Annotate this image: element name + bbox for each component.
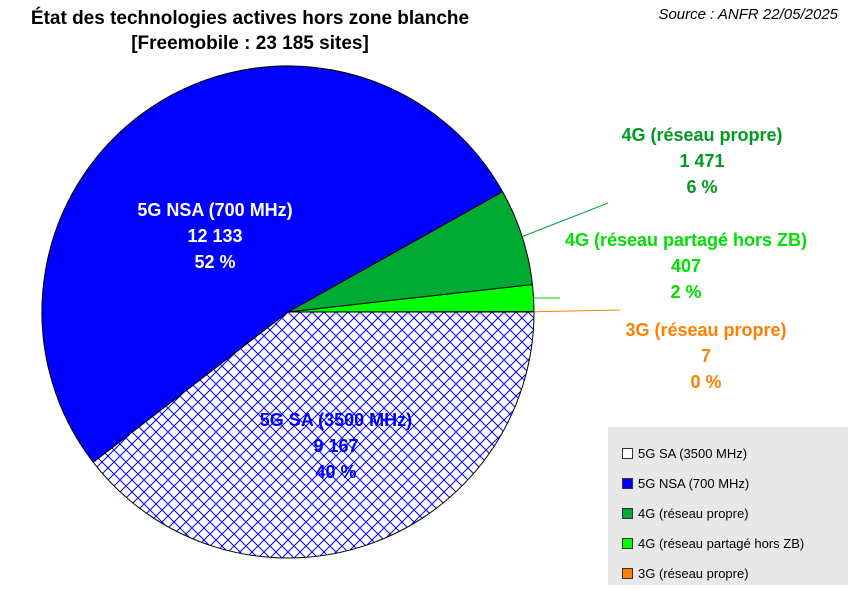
legend-item: 5G NSA (700 MHz) — [608, 468, 848, 498]
slice-value-3g: 7 — [701, 346, 711, 366]
pie-slice-5g_sa — [92, 311, 535, 559]
legend-swatch — [622, 507, 633, 519]
slice-label-4g_zb: 4G (réseau partagé hors ZB) — [565, 230, 807, 250]
slice-label-5g_nsa: 5G NSA (700 MHz) — [137, 200, 292, 220]
slice-label-4g: 4G (réseau propre) — [621, 125, 782, 145]
pie-slice-5g_nsa — [41, 65, 504, 464]
legend-label: 4G (réseau propre) — [638, 505, 749, 521]
legend-swatch — [622, 477, 633, 489]
slice-percent-5g_nsa: 52 % — [194, 252, 235, 272]
slice-label-5g_sa: 5G SA (3500 MHz) — [260, 410, 412, 430]
legend-swatch — [622, 567, 633, 579]
legend-label: 4G (réseau partagé hors ZB) — [638, 535, 805, 551]
legend-item: 4G (réseau propre) — [608, 498, 848, 528]
leader-line-4g — [521, 202, 609, 238]
legend-item: 5G SA (3500 MHz) — [608, 438, 848, 468]
source-note: Source : ANFR 22/05/2025 — [658, 6, 838, 23]
chart-title-line1: État des technologies actives hors zone … — [30, 8, 470, 29]
slice-percent-5g_sa: 40 % — [315, 462, 356, 482]
slice-percent-3g: 0 % — [690, 372, 721, 392]
leader-line-3g — [533, 309, 621, 313]
legend-label: 5G NSA (700 MHz) — [638, 475, 750, 491]
slice-value-4g_zb: 407 — [671, 256, 701, 276]
slice-percent-4g: 6 % — [686, 177, 717, 197]
legend-label: 5G SA (3500 MHz) — [638, 445, 748, 461]
slice-label-3g: 3G (réseau propre) — [625, 320, 786, 340]
slice-value-4g: 1 471 — [679, 151, 724, 171]
legend-swatch — [622, 537, 633, 549]
legend-item: 4G (réseau partagé hors ZB) — [608, 528, 848, 558]
legend: 5G SA (3500 MHz) 5G NSA (700 MHz) 4G (rése… — [608, 427, 848, 585]
legend-label: 3G (réseau propre) — [638, 565, 749, 581]
slice-value-5g_nsa: 12 133 — [187, 226, 242, 246]
slice-percent-4g_zb: 2 % — [670, 282, 701, 302]
chart-title: État des technologies actives hors zone … — [0, 6, 500, 56]
chart-title-line2: [Freemobile : 23 185 sites] — [131, 33, 369, 54]
legend-swatch — [622, 447, 633, 459]
legend-item: 3G (réseau propre) — [608, 558, 848, 588]
slice-value-5g_sa: 9 167 — [313, 436, 358, 456]
